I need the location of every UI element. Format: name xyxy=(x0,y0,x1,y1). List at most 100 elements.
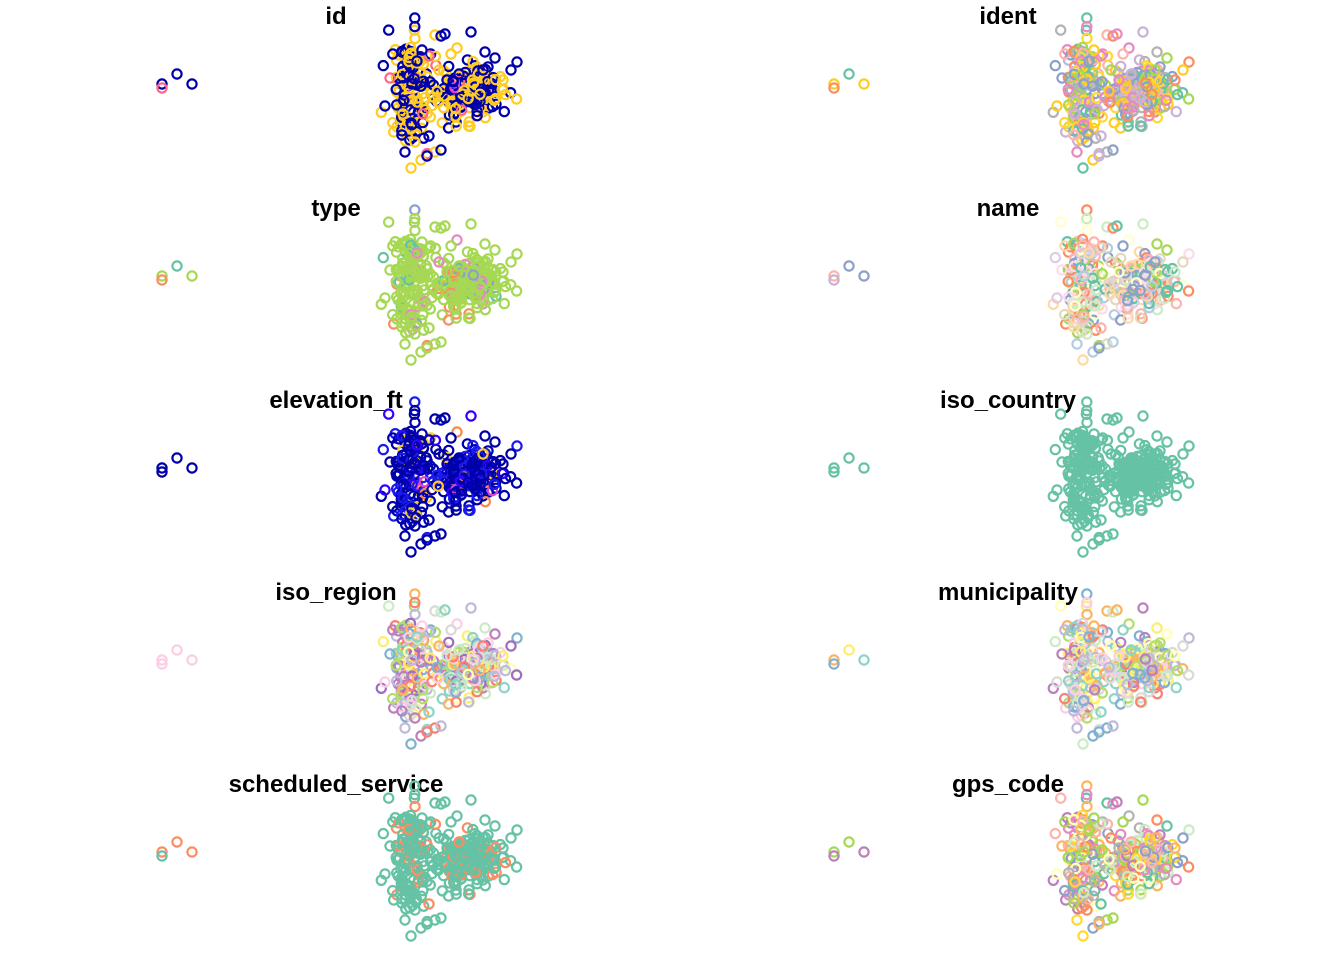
data-point xyxy=(1160,862,1172,875)
data-point xyxy=(447,459,459,471)
data-point xyxy=(1160,670,1172,683)
data-point xyxy=(424,844,436,856)
data-point xyxy=(1182,669,1195,681)
data-point xyxy=(462,476,474,489)
data-point xyxy=(476,659,488,671)
data-point xyxy=(1105,256,1117,268)
data-point xyxy=(406,695,418,707)
data-point xyxy=(408,457,420,469)
data-point xyxy=(1081,136,1093,148)
data-point xyxy=(383,792,395,804)
data-point xyxy=(1054,600,1067,612)
data-point xyxy=(1104,864,1116,876)
data-point xyxy=(1095,434,1107,446)
data-point xyxy=(456,872,468,884)
data-point xyxy=(463,312,475,324)
data-point xyxy=(1095,626,1107,638)
data-point xyxy=(1068,260,1081,272)
data-point xyxy=(1119,651,1131,663)
data-point xyxy=(1069,492,1081,504)
data-point xyxy=(383,600,395,612)
data-point xyxy=(396,129,408,141)
data-point xyxy=(489,476,502,489)
data-point xyxy=(1077,546,1089,558)
data-point xyxy=(471,494,483,506)
data-point xyxy=(449,466,461,478)
data-point xyxy=(1096,844,1108,856)
data-point xyxy=(1095,50,1107,62)
data-point xyxy=(1104,288,1116,300)
data-point xyxy=(1161,476,1174,489)
data-point xyxy=(1127,296,1140,308)
data-point xyxy=(1062,483,1075,495)
data-point xyxy=(1107,720,1119,732)
data-point xyxy=(463,696,475,708)
data-point xyxy=(406,846,418,858)
data-point xyxy=(1127,91,1139,104)
data-point xyxy=(461,438,474,450)
data-point xyxy=(1111,796,1123,808)
data-point xyxy=(455,91,467,104)
data-point xyxy=(423,626,435,638)
data-point xyxy=(1095,322,1107,334)
data-point xyxy=(474,88,486,101)
data-point xyxy=(1081,520,1093,532)
data-point xyxy=(1080,265,1092,277)
data-point xyxy=(1114,506,1127,518)
data-point xyxy=(1141,674,1154,687)
data-point xyxy=(1141,290,1154,303)
data-point xyxy=(1101,626,1114,639)
data-point xyxy=(505,256,517,268)
data-point xyxy=(384,648,396,660)
data-point xyxy=(449,678,462,691)
data-point xyxy=(471,686,483,698)
data-point xyxy=(1127,667,1139,680)
data-point xyxy=(1169,74,1181,86)
data-point xyxy=(465,26,477,38)
data-point xyxy=(1113,650,1125,662)
data-point xyxy=(1169,842,1181,854)
data-point xyxy=(1068,705,1080,717)
data-point xyxy=(1161,628,1173,640)
data-point xyxy=(1051,676,1063,688)
data-point xyxy=(445,240,457,252)
data-point xyxy=(474,856,486,869)
data-point xyxy=(1113,842,1125,854)
data-point xyxy=(409,520,421,532)
data-point xyxy=(435,336,447,348)
data-point xyxy=(1107,528,1119,540)
data-point xyxy=(1088,44,1100,56)
data-point xyxy=(461,54,474,66)
inset-point xyxy=(843,452,855,464)
data-point xyxy=(511,632,523,644)
data-point xyxy=(1127,680,1140,692)
data-point xyxy=(387,884,399,897)
data-point xyxy=(416,620,428,632)
data-point xyxy=(1137,218,1149,230)
data-point xyxy=(429,242,442,254)
data-point xyxy=(1135,308,1147,320)
data-point xyxy=(1139,77,1152,89)
data-point xyxy=(1115,877,1128,889)
data-point xyxy=(1107,912,1119,924)
data-point xyxy=(467,461,480,473)
data-point xyxy=(397,684,409,696)
data-point xyxy=(432,864,444,876)
data-point xyxy=(1161,284,1174,297)
data-point xyxy=(1081,712,1093,724)
data-point xyxy=(416,428,428,440)
data-point xyxy=(1062,99,1075,111)
data-point xyxy=(1069,684,1081,696)
data-point xyxy=(1114,444,1127,457)
data-point xyxy=(1149,640,1161,652)
data-point xyxy=(1182,285,1195,297)
data-point xyxy=(442,698,455,710)
data-point xyxy=(455,475,467,488)
data-point xyxy=(432,480,444,492)
data-point xyxy=(1119,75,1131,87)
data-point xyxy=(432,288,444,300)
data-point xyxy=(409,800,421,813)
data-point xyxy=(406,118,418,131)
data-point xyxy=(476,83,488,95)
inset-point xyxy=(828,274,840,286)
